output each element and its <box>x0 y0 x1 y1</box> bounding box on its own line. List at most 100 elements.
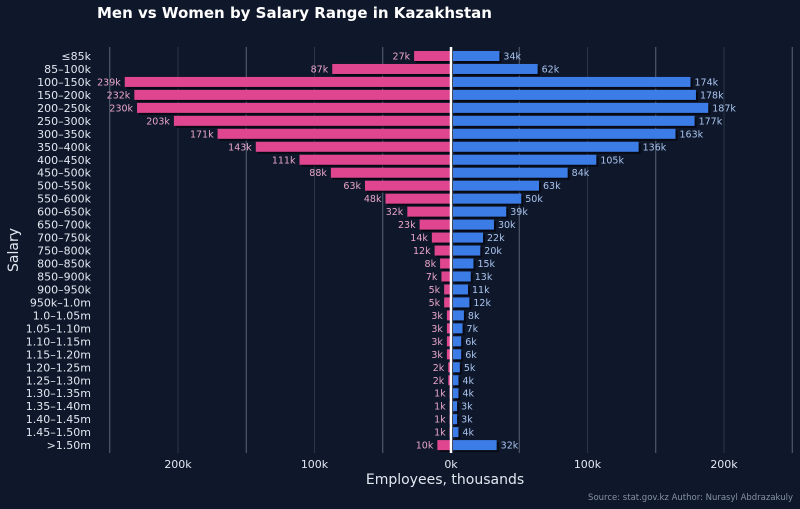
left-bar <box>124 76 451 87</box>
right-bar-label: 5k <box>464 363 476 374</box>
left-bar-label: 3k <box>431 311 443 322</box>
category-label: 85–100k <box>44 63 91 76</box>
right-bar-label: 34k <box>503 52 521 63</box>
category-label: 250–300k <box>37 115 91 128</box>
left-bar-label: 239k <box>97 77 121 88</box>
right-bar-label: 50k <box>525 194 543 205</box>
x-tick-label: 200k <box>164 458 192 471</box>
category-label: 1.40–1.45m <box>26 413 91 426</box>
right-bar <box>453 115 695 126</box>
right-bar <box>453 245 481 256</box>
right-bar <box>453 271 471 282</box>
category-label: 550–600k <box>37 193 91 206</box>
left-bar-label: 1k <box>434 428 446 439</box>
left-bar-label: 1k <box>434 389 446 400</box>
bar-shadow <box>451 390 453 401</box>
left-bar <box>173 115 451 126</box>
category-label: 650–700k <box>37 219 91 232</box>
x-tick-label: 200k <box>710 458 738 471</box>
left-bar <box>431 232 451 243</box>
right-bar-label: 62k <box>542 64 560 75</box>
category-label: >1.50m <box>47 439 91 452</box>
category-label: 1.20–1.25m <box>26 361 91 374</box>
left-bar-label: 5k <box>429 298 441 309</box>
left-bar-label: 14k <box>410 233 428 244</box>
right-bar-label: 3k <box>461 415 473 426</box>
right-bar-label: 163k <box>679 129 703 140</box>
left-bar <box>448 362 451 373</box>
category-label: 700–750k <box>37 232 91 245</box>
left-bar-label: 230k <box>109 103 133 114</box>
left-bar <box>444 297 451 308</box>
left-bar <box>137 102 452 113</box>
left-bar-label: 27k <box>393 52 411 63</box>
left-bar <box>414 51 451 61</box>
left-bar-label: 48k <box>364 194 382 205</box>
left-bar-label: 1k <box>434 415 446 426</box>
left-bar-label: 88k <box>309 168 327 179</box>
left-bar-label: 1k <box>434 402 446 413</box>
bar-shadow <box>451 429 453 440</box>
left-bar-label: 63k <box>343 181 361 192</box>
right-bar-label: 177k <box>699 116 723 127</box>
right-bar-label: 39k <box>510 207 528 218</box>
category-label: ≤85k <box>61 50 91 63</box>
right-bar-label: 178k <box>700 90 724 101</box>
left-bar <box>448 375 451 386</box>
left-bar-label: 203k <box>146 116 170 127</box>
x-tick-label: 0k <box>444 458 458 471</box>
right-bar <box>453 128 676 139</box>
category-label: 1.10–1.15m <box>26 335 91 348</box>
right-bar <box>453 154 597 165</box>
left-bar <box>332 63 451 74</box>
left-bar-label: 2k <box>433 376 445 387</box>
right-bar <box>453 51 500 61</box>
category-label: 850–900k <box>37 270 91 283</box>
x-tick-label: 100k <box>301 458 329 471</box>
left-bar <box>419 219 451 230</box>
bar-shadow <box>451 403 453 414</box>
right-bar <box>453 362 460 373</box>
category-label: 300–350k <box>37 128 91 141</box>
left-bar-label: 143k <box>228 142 252 153</box>
left-bar <box>444 284 451 295</box>
right-bar <box>453 401 458 412</box>
right-bar-label: 3k <box>461 402 473 413</box>
left-bar-label: 3k <box>431 350 443 361</box>
right-bar <box>453 167 568 178</box>
right-bar <box>453 388 459 399</box>
x-tick-label: 100k <box>574 458 602 471</box>
category-label: 150–200k <box>37 89 91 102</box>
right-bar-label: 174k <box>695 77 719 88</box>
right-bar <box>453 180 539 191</box>
category-label: 350–400k <box>37 141 91 154</box>
right-bar-label: 20k <box>484 246 502 257</box>
left-bar <box>299 154 451 165</box>
left-bar-label: 3k <box>431 337 443 348</box>
right-bar <box>453 206 507 217</box>
category-label: 1.05–1.10m <box>26 322 91 335</box>
category-label: 500–550k <box>37 180 91 193</box>
right-bar <box>453 63 538 74</box>
right-bar <box>453 349 462 360</box>
right-bar <box>453 141 639 152</box>
left-bar-label: 12k <box>413 246 431 257</box>
right-bar-label: 15k <box>477 259 495 270</box>
left-bar-label: 2k <box>433 363 445 374</box>
left-bar-label: 111k <box>272 155 296 166</box>
left-bar-label: 10k <box>416 441 434 452</box>
left-bar-label: 7k <box>426 272 438 283</box>
category-label: 900–950k <box>37 283 91 296</box>
left-bar-label: 8k <box>425 259 437 270</box>
left-bar <box>446 310 451 321</box>
right-bar-label: 63k <box>543 181 561 192</box>
right-bar-label: 6k <box>465 337 477 348</box>
left-bar <box>440 258 451 269</box>
category-label: 450–500k <box>37 167 91 180</box>
right-bar-label: 22k <box>487 233 505 244</box>
right-bar-label: 105k <box>600 155 624 166</box>
right-bar-label: 11k <box>472 285 490 296</box>
right-bar <box>453 89 696 100</box>
chart-title: Men vs Women by Salary Range in Kazakhst… <box>97 4 492 22</box>
category-label: 950k–1.0m <box>30 296 91 309</box>
